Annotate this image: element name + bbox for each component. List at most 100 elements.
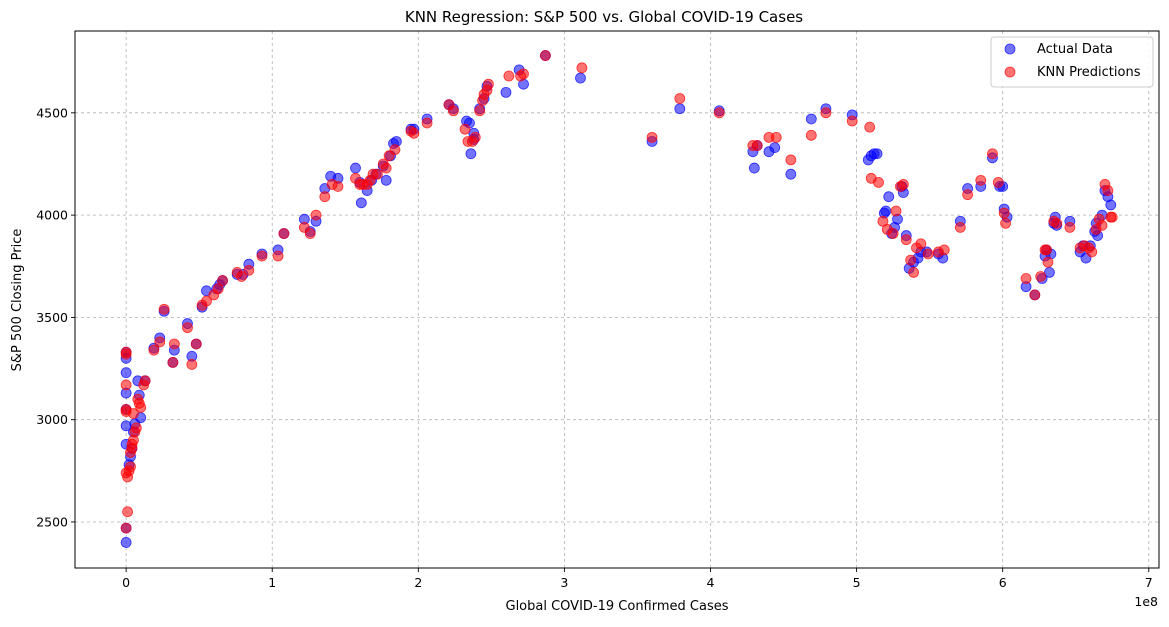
actual-data-point <box>871 148 883 160</box>
x-tick-label: 7 <box>1145 575 1153 590</box>
knn-prediction-point <box>975 174 987 186</box>
actual-data-point <box>883 191 895 203</box>
actual-data-point <box>674 103 686 115</box>
knn-prediction-point <box>310 209 322 221</box>
knn-prediction-point <box>864 121 876 133</box>
knn-prediction-point <box>158 303 170 315</box>
knn-prediction-point <box>674 93 686 104</box>
knn-prediction-point <box>201 295 212 307</box>
x-tick-label: 6 <box>999 575 1007 590</box>
y-axis-label: S&P 500 Closing Price <box>10 229 25 372</box>
legend-label-predictions: KNN Predictions <box>1037 65 1141 80</box>
knn-prediction-point <box>922 248 934 260</box>
x-axis-offset-label: 1e8 <box>1134 594 1158 609</box>
knn-prediction-point <box>120 379 132 391</box>
x-axis-label: Global COVID-19 Confirmed Cases <box>506 599 729 614</box>
knn-prediction-point <box>820 107 832 119</box>
knn-prediction-point <box>256 250 268 262</box>
series-knn-predictions <box>120 50 1118 534</box>
knn-prediction-point <box>389 144 401 156</box>
knn-prediction-point <box>128 408 139 419</box>
knn-prediction-point <box>503 70 515 82</box>
points-layer <box>120 50 1118 548</box>
knn-prediction-point <box>139 375 151 387</box>
knn-prediction-point <box>1000 217 1011 229</box>
knn-prediction-point <box>182 322 193 334</box>
y-tick-label: 4500 <box>36 105 68 120</box>
knn-prediction-point <box>380 162 392 174</box>
knn-prediction-point <box>154 336 166 348</box>
knn-prediction-point <box>646 131 658 143</box>
knn-prediction-point <box>938 244 950 256</box>
legend-box <box>990 36 1154 88</box>
knn-prediction-point <box>212 283 224 295</box>
knn-prediction-point <box>319 191 331 203</box>
knn-prediction-point <box>304 228 316 239</box>
x-tick-label: 5 <box>853 575 861 590</box>
x-tick-label: 3 <box>560 575 568 590</box>
knn-prediction-point <box>408 127 420 139</box>
y-tick-label: 4000 <box>36 208 68 223</box>
knn-prediction-point <box>135 402 147 413</box>
actual-data-point <box>880 205 892 217</box>
knn-prediction-point <box>992 176 1004 188</box>
knn-prediction-point <box>120 522 132 534</box>
knn-prediction-point <box>805 129 817 141</box>
knn-prediction-point <box>897 179 909 190</box>
knn-prediction-point <box>770 131 782 143</box>
knn-prediction-point <box>915 238 927 250</box>
knn-prediction-point <box>873 176 884 188</box>
knn-prediction-point <box>1102 185 1114 196</box>
knn-prediction-point <box>908 266 919 278</box>
knn-prediction-point <box>122 506 133 518</box>
ticks-layer: 0 1 2 3 4 5 6 7 2500 3000 3500 4000 4500 <box>36 105 1153 590</box>
knn-prediction-point <box>243 264 255 276</box>
knn-prediction-point <box>1035 271 1047 282</box>
actual-data-point <box>805 113 817 125</box>
knn-prediction-point <box>540 50 551 61</box>
plot-frame <box>74 30 1160 569</box>
x-tick-label: 2 <box>414 575 422 590</box>
knn-prediction-point <box>1041 244 1052 256</box>
actual-data-point <box>380 174 392 186</box>
grid-layer <box>75 31 1159 568</box>
knn-prediction-point <box>962 189 974 201</box>
actual-data-point <box>350 162 361 174</box>
knn-prediction-point <box>1086 246 1098 258</box>
knn-prediction-point <box>190 338 202 350</box>
knn-prediction-point <box>272 250 284 262</box>
knn-prediction-point <box>890 205 902 217</box>
actual-data-point <box>1044 266 1055 278</box>
knn-prediction-point <box>1020 273 1032 284</box>
actual-data-point <box>120 537 132 548</box>
knn-prediction-point <box>1064 221 1076 233</box>
knn-prediction-point <box>518 68 529 80</box>
knn-prediction-point <box>887 228 899 239</box>
y-tick-label: 3500 <box>36 310 68 325</box>
knn-prediction-point <box>130 422 142 434</box>
actual-data-point <box>1105 199 1117 211</box>
knn-prediction-point <box>236 271 247 282</box>
legend: Actual Data KNN Predictions <box>990 36 1154 88</box>
knn-prediction-point <box>877 215 889 227</box>
knn-prediction-point <box>1106 211 1118 223</box>
knn-prediction-point <box>459 123 471 135</box>
y-tick-label: 3000 <box>36 412 68 427</box>
knn-prediction-point <box>900 234 912 246</box>
knn-prediction-point <box>846 115 858 127</box>
actual-data-point <box>465 148 477 160</box>
knn-prediction-point <box>751 140 763 151</box>
x-tick-label: 0 <box>122 575 130 590</box>
knn-prediction-point <box>421 117 433 129</box>
knn-prediction-point <box>148 344 160 356</box>
knn-prediction-point <box>120 346 132 358</box>
knn-prediction-point <box>469 131 481 143</box>
knn-prediction-point <box>576 62 588 74</box>
knn-prediction-point <box>1029 289 1041 301</box>
legend-label-actual: Actual Data <box>1037 42 1113 57</box>
knn-prediction-point <box>1051 217 1063 229</box>
knn-prediction-point <box>905 254 917 266</box>
knn-prediction-point <box>1042 256 1054 268</box>
y-tick-label: 2500 <box>36 514 68 529</box>
